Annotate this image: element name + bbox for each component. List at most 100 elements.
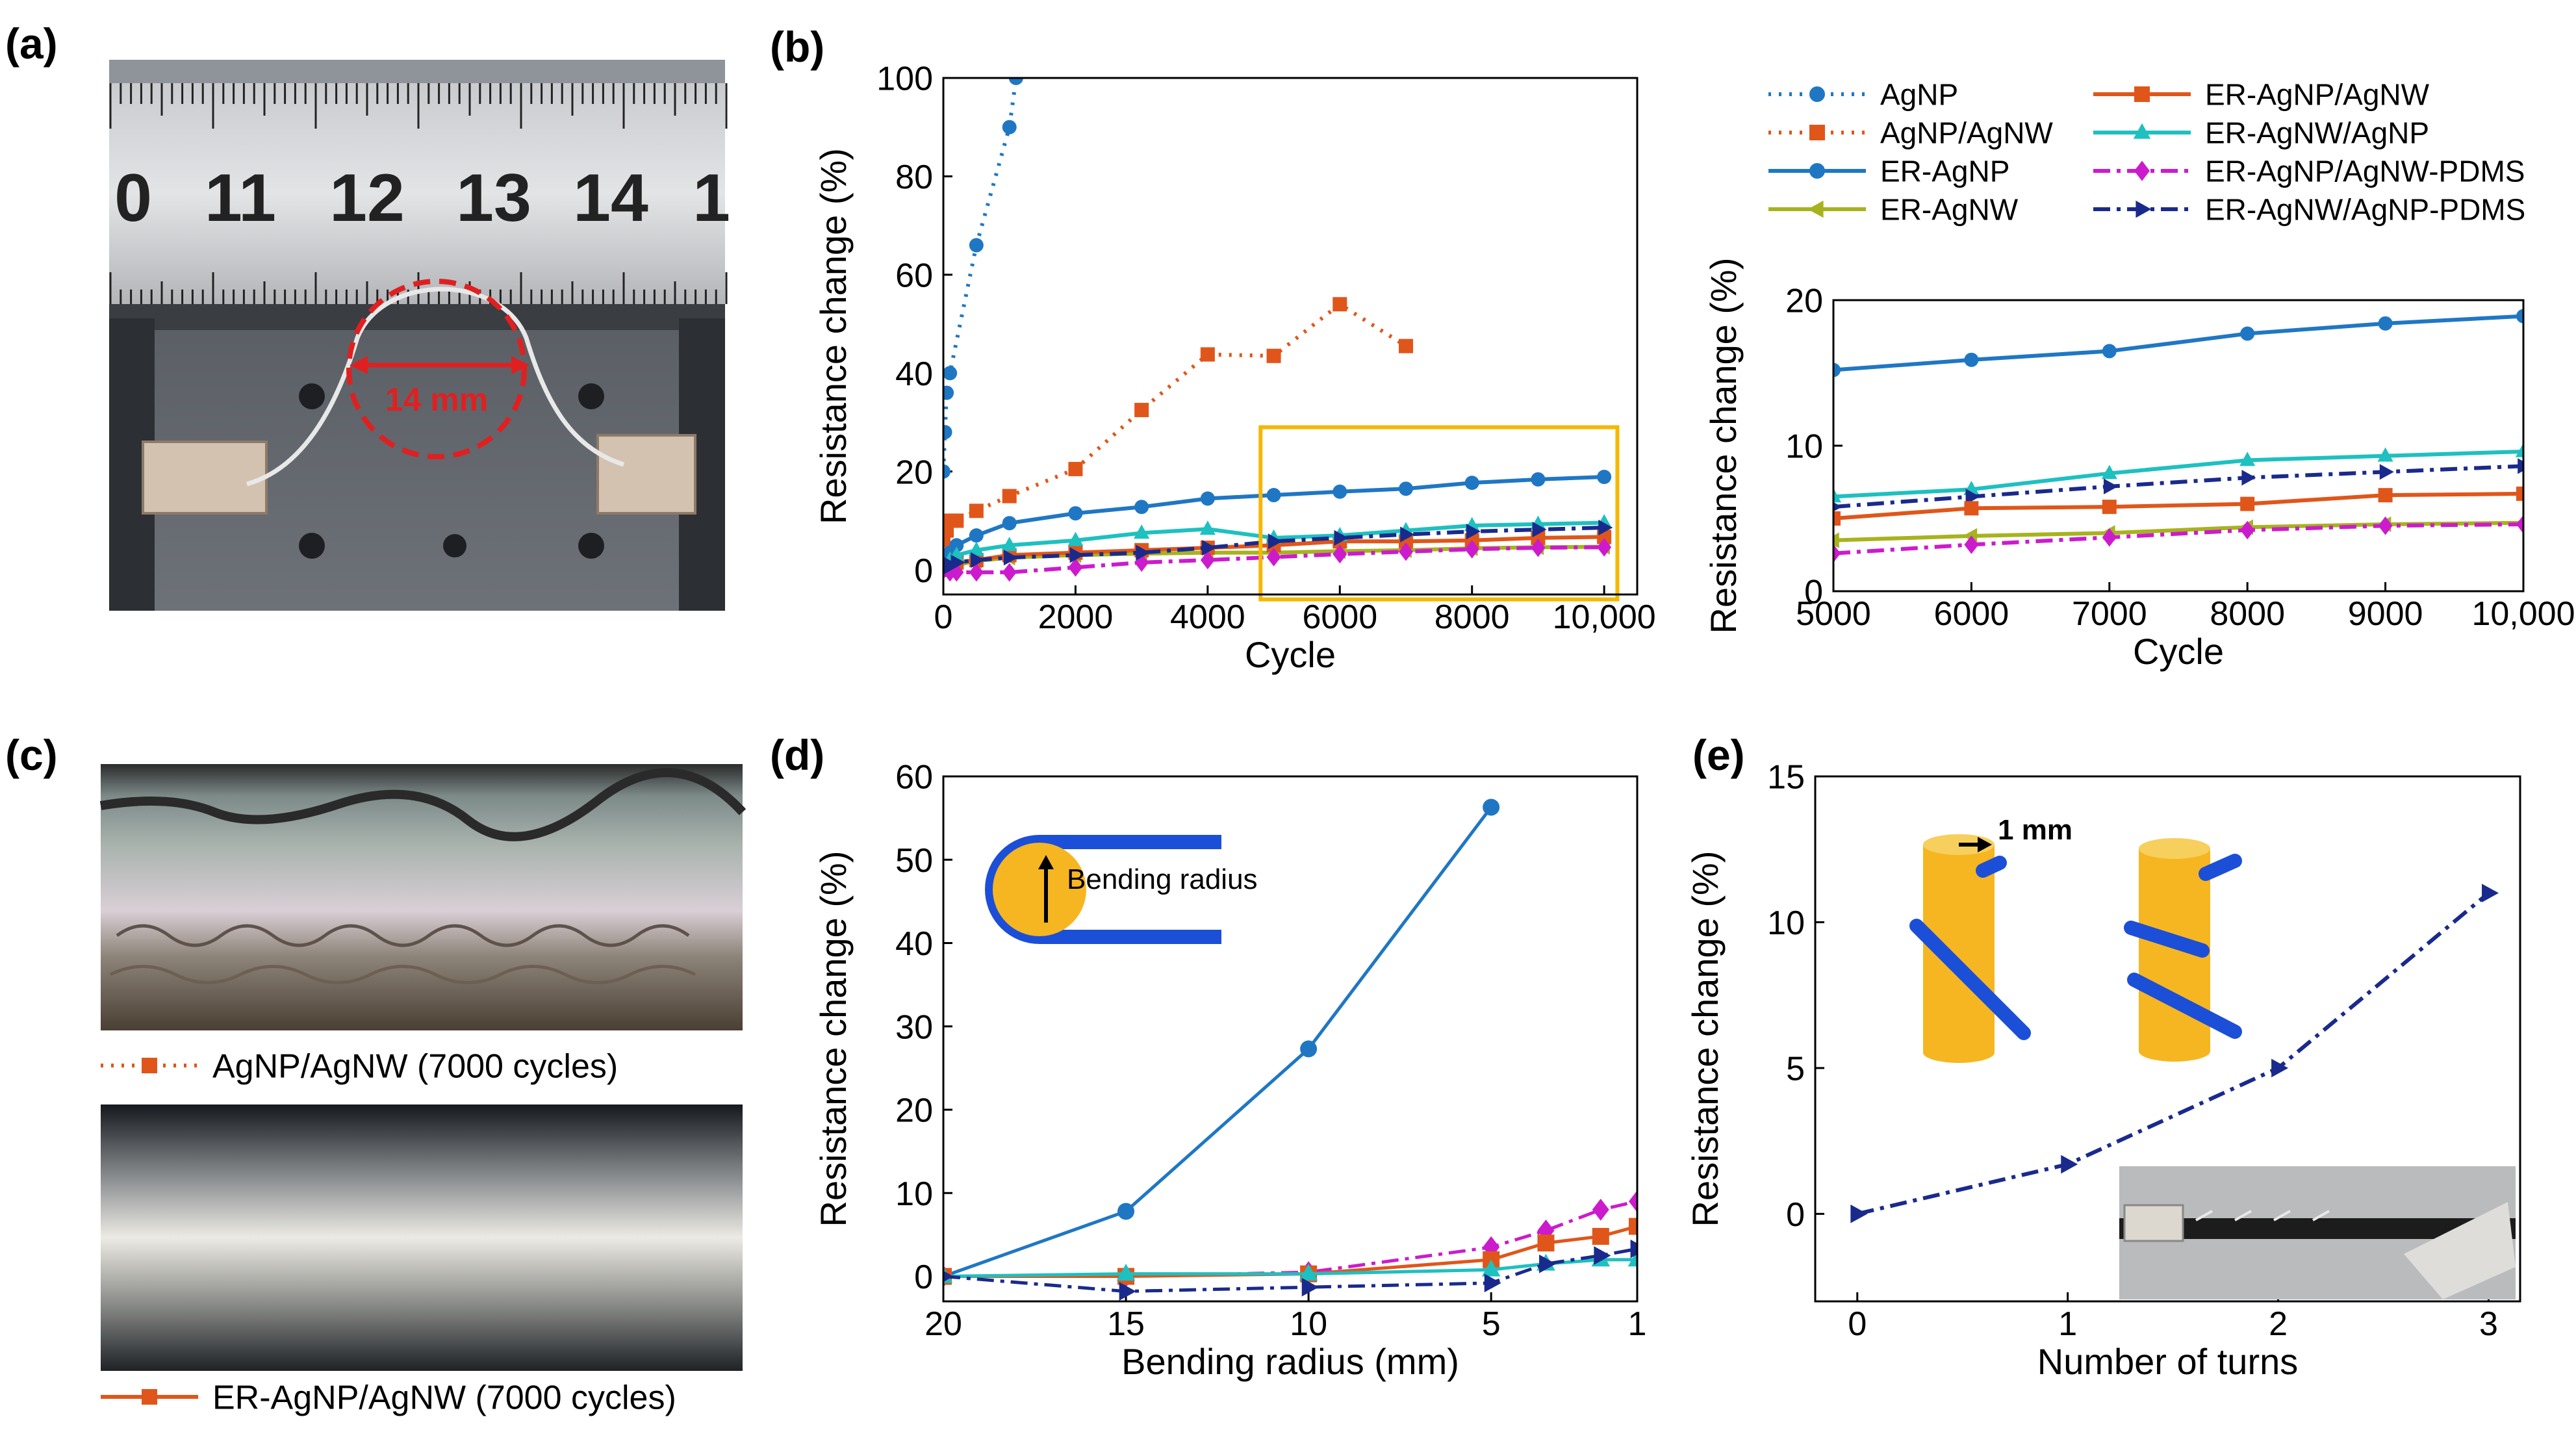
panel-label-d: (d) xyxy=(770,731,824,779)
y-tick-label: 20 xyxy=(1785,283,1823,320)
legend-marker-er-agnp xyxy=(1809,163,1825,179)
data-point-er-agnp xyxy=(1266,488,1281,503)
data-point-er-agnp-agnw xyxy=(2378,488,2393,503)
series-line-er-agnw-agnp-pdms xyxy=(1857,891,2490,1216)
legend-label-er-agnp: ER-AgNP xyxy=(1880,155,2009,188)
data-point-er-agnp-agnw-pdms xyxy=(949,563,964,582)
legend-marker-er-agnw-agnp-pdms xyxy=(2136,200,2152,218)
data-point-er-agnp-agnw-pdms xyxy=(1592,1199,1609,1221)
data-point-er-agnp-agnw-pdms xyxy=(1597,538,1612,557)
data-point-er-agnw-agnp-pdms xyxy=(1630,1239,1637,1258)
data-point-agnp xyxy=(1008,78,1023,85)
series-line-er-agnw-agnp xyxy=(1833,449,2523,499)
data-point-agnp-agnw xyxy=(1134,403,1149,418)
data-point-er-agnw-agnp-pdms xyxy=(2241,470,2256,486)
panel-label-e: (e) xyxy=(1692,731,1745,779)
data-point-er-agnp-agnw-pdms xyxy=(2102,528,2117,547)
micrograph-bottom xyxy=(101,1104,743,1371)
y-tick-label: 80 xyxy=(895,159,933,196)
data-point-er-agnp xyxy=(2102,344,2117,359)
data-point-er-agnp-agnw xyxy=(1629,1218,1637,1235)
y-tick-label: 0 xyxy=(914,1258,933,1296)
x-tick-label: 0 xyxy=(934,598,953,636)
y-tick-label: 0 xyxy=(1804,574,1823,611)
x-tick-label: 10,000 xyxy=(1553,598,1656,636)
highlight-box xyxy=(1258,425,1620,602)
chart-b-zoom: 5000 6000 7000 8000 9000 10,000 0 10 20 Cycle Resi… xyxy=(1703,258,2575,672)
data-point-er-agnw-agnp-pdms xyxy=(1119,1282,1136,1301)
y-tick-label: 20 xyxy=(895,1092,933,1130)
x-axis-label: Bending radius (mm) xyxy=(1121,1341,1459,1382)
data-point-er-agnp-agnw-pdms xyxy=(1531,538,1546,557)
x-tick-label: 4000 xyxy=(1170,598,1245,636)
x-tick-label: 5 xyxy=(1482,1305,1501,1343)
legend-label-er-agnp-agnw: ER-AgNP/AgNW (7000 cycles) xyxy=(212,1379,676,1417)
data-point-er-agnw-agnp-pdms xyxy=(1965,489,1980,505)
x-tick-label: 2 xyxy=(2269,1305,2288,1343)
series-line-er-agnw-agnp-pdms xyxy=(943,526,1605,572)
data-point-er-agnp-agnw-pdms xyxy=(1200,550,1215,570)
data-point-er-agnp xyxy=(1531,472,1546,487)
data-point-er-agnw-agnp-pdms xyxy=(1202,539,1217,556)
series-line-er-agnp-agnw xyxy=(943,1225,1637,1279)
data-point-er-agnp-agnw-pdms xyxy=(1629,1190,1637,1212)
data-point-er-agnw-agnp-pdms xyxy=(1334,530,1349,546)
data-point-agnp-agnw xyxy=(1200,347,1215,362)
ruler-number: 14 xyxy=(573,160,648,236)
data-point-er-agnw-agnp-pdms xyxy=(1484,1273,1501,1293)
y-axis-label: Resistance change (%) xyxy=(1703,258,1744,634)
data-point-er-agnp-agnw-pdms xyxy=(1483,1236,1500,1258)
y-tick-label: 0 xyxy=(914,552,933,590)
data-point-er-agnp xyxy=(1068,506,1083,521)
data-point-er-agnp xyxy=(1300,1040,1318,1058)
data-point-er-agnw-agnp-pdms xyxy=(2518,458,2523,474)
legend-label-er-agnw: ER-AgNW xyxy=(1880,193,2019,227)
data-point-er-agnp xyxy=(1964,352,1979,367)
data-point-er-agnp-agnw xyxy=(1964,501,1979,516)
data-point-er-agnp-agnw-pdms xyxy=(969,563,984,582)
series-line-er-agnp-agnw xyxy=(1833,491,2523,520)
y-tick-label: 10 xyxy=(1767,904,1805,942)
data-point-er-agnw-agnp-pdms xyxy=(2104,478,2118,494)
ruler-number: 12 xyxy=(329,160,405,236)
series-line-er-agnp xyxy=(943,806,1493,1278)
series-line-er-agnw-agnp-pdms xyxy=(1833,464,2523,509)
data-point-agnp-agnw xyxy=(1266,348,1281,363)
series-line-er-agnw-agnp xyxy=(943,1258,1637,1279)
ruler-number: 13 xyxy=(456,160,531,236)
legend-label-er-agnw-agnp-pdms: ER-AgNW/AgNP-PDMS xyxy=(2205,193,2525,227)
x-tick-label: 3 xyxy=(2479,1305,2498,1343)
series-line-er-agnp xyxy=(1833,314,2523,372)
plot-frame xyxy=(1814,775,2521,1303)
x-tick-label: 8000 xyxy=(2210,595,2285,633)
y-tick-label: 10 xyxy=(1785,428,1823,466)
right-clamp xyxy=(596,434,696,515)
bent-wire xyxy=(246,287,625,487)
x-axis-label: Cycle xyxy=(1245,634,1336,675)
x-tick-label: 10,000 xyxy=(2471,595,2575,633)
data-point-er-agnw-agnp-pdms xyxy=(1850,1205,1868,1223)
y-tick-label: 30 xyxy=(895,1008,933,1046)
data-point-er-agnw-agnp-pdms xyxy=(1539,1254,1557,1273)
data-point-er-agnw-agnp-pdms xyxy=(1532,521,1547,538)
data-point-agnp-agnw xyxy=(1333,297,1347,312)
data-point-er-agnw-agnp xyxy=(1481,1259,1501,1277)
x-tick-label: 6000 xyxy=(1934,595,2009,633)
x-tick-label: 1 xyxy=(1628,1305,1647,1343)
data-point-er-agnp xyxy=(1464,476,1479,491)
legend-marker-er-agnp-agnw xyxy=(142,1389,157,1405)
y-tick-label: 20 xyxy=(895,453,933,491)
legend-label-agnp-agnw: AgNP/AgNW xyxy=(1880,116,2053,150)
data-point-er-agnw-agnp-pdms xyxy=(2271,1058,2289,1078)
inset-d-label: Bending radius xyxy=(1067,863,1258,895)
x-tick-label: 9000 xyxy=(2348,595,2423,633)
x-axis-label: Cycle xyxy=(2133,631,2224,672)
y-axis-label: Resistance change (%) xyxy=(813,148,854,524)
legend-label-agnp: AgNP xyxy=(1880,78,1958,112)
data-point-er-agnw-agnp-pdms xyxy=(1833,502,1843,512)
y-axis-label: Resistance change (%) xyxy=(1685,851,1726,1227)
chart-b-main: 0 2000 4000 6000 8000 10,000 0 20 40 60 80 100 Cycle… xyxy=(813,60,1656,675)
x-tick-label: 7000 xyxy=(2072,595,2147,633)
data-point-agnp xyxy=(943,385,954,400)
